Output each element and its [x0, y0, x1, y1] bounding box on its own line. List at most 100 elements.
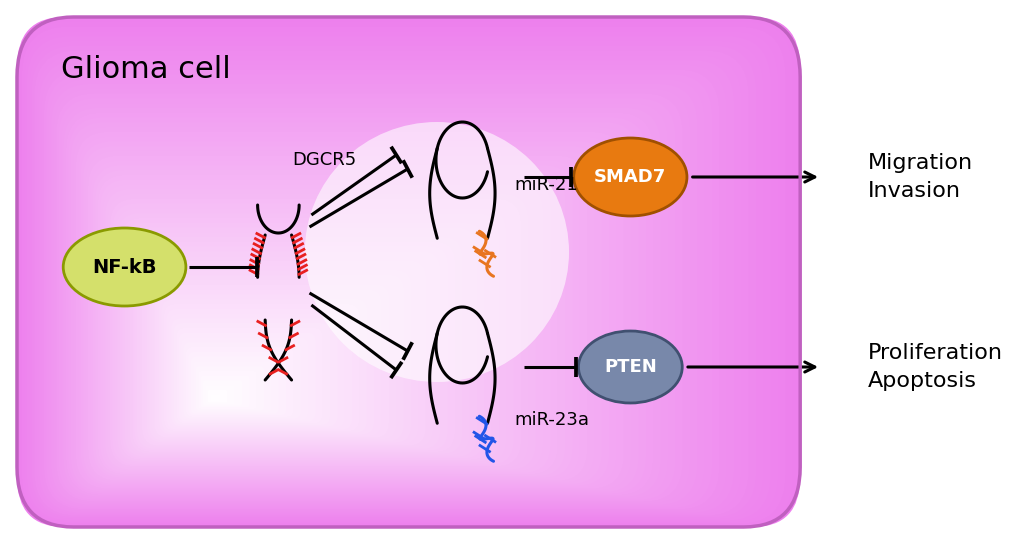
FancyBboxPatch shape: [39, 60, 734, 513]
FancyBboxPatch shape: [105, 189, 535, 470]
FancyBboxPatch shape: [191, 356, 278, 414]
FancyBboxPatch shape: [159, 294, 374, 434]
Ellipse shape: [93, 66, 725, 478]
FancyBboxPatch shape: [154, 284, 388, 438]
FancyBboxPatch shape: [149, 275, 404, 441]
FancyBboxPatch shape: [189, 352, 286, 415]
FancyBboxPatch shape: [75, 132, 624, 489]
Ellipse shape: [167, 114, 650, 429]
Ellipse shape: [255, 172, 561, 372]
FancyBboxPatch shape: [78, 137, 616, 487]
Ellipse shape: [371, 248, 445, 296]
Ellipse shape: [394, 263, 422, 281]
Ellipse shape: [115, 81, 701, 463]
Ellipse shape: [185, 126, 631, 417]
Ellipse shape: [338, 227, 478, 317]
Ellipse shape: [260, 175, 556, 369]
Ellipse shape: [144, 99, 673, 445]
Ellipse shape: [55, 42, 761, 502]
Ellipse shape: [236, 160, 580, 384]
Ellipse shape: [357, 239, 460, 305]
FancyBboxPatch shape: [203, 380, 242, 406]
Ellipse shape: [46, 36, 770, 508]
Ellipse shape: [162, 112, 654, 433]
Ellipse shape: [306, 205, 511, 338]
Text: PTEN: PTEN: [603, 358, 656, 376]
Ellipse shape: [251, 169, 567, 375]
FancyBboxPatch shape: [34, 51, 748, 516]
Ellipse shape: [315, 211, 501, 332]
FancyBboxPatch shape: [171, 318, 337, 427]
FancyBboxPatch shape: [198, 371, 257, 409]
FancyBboxPatch shape: [193, 361, 271, 412]
Text: miR-23a: miR-23a: [514, 411, 589, 429]
Ellipse shape: [334, 223, 483, 320]
FancyBboxPatch shape: [30, 41, 763, 519]
FancyBboxPatch shape: [119, 218, 491, 460]
Ellipse shape: [190, 130, 627, 414]
FancyBboxPatch shape: [58, 98, 675, 500]
FancyBboxPatch shape: [180, 337, 308, 420]
Ellipse shape: [51, 39, 766, 505]
Ellipse shape: [106, 75, 710, 469]
Ellipse shape: [246, 166, 571, 378]
Text: miR-21: miR-21: [514, 176, 578, 194]
FancyBboxPatch shape: [24, 32, 777, 522]
Ellipse shape: [60, 45, 757, 499]
Ellipse shape: [398, 266, 418, 278]
FancyBboxPatch shape: [112, 203, 514, 465]
Ellipse shape: [135, 93, 683, 451]
FancyBboxPatch shape: [156, 289, 381, 436]
FancyBboxPatch shape: [205, 385, 234, 404]
FancyBboxPatch shape: [42, 65, 727, 511]
Ellipse shape: [347, 233, 469, 311]
FancyBboxPatch shape: [51, 84, 697, 505]
FancyBboxPatch shape: [152, 280, 396, 439]
FancyBboxPatch shape: [210, 395, 220, 401]
Ellipse shape: [157, 108, 659, 435]
Ellipse shape: [380, 254, 436, 290]
FancyBboxPatch shape: [103, 184, 543, 471]
FancyBboxPatch shape: [21, 27, 785, 524]
FancyBboxPatch shape: [168, 313, 344, 428]
Text: Glioma cell: Glioma cell: [61, 55, 231, 84]
Ellipse shape: [69, 51, 747, 493]
Ellipse shape: [320, 215, 496, 330]
FancyBboxPatch shape: [70, 122, 638, 492]
Text: NF-kB: NF-kB: [92, 257, 157, 276]
FancyBboxPatch shape: [63, 108, 660, 496]
Ellipse shape: [63, 228, 185, 306]
Ellipse shape: [41, 33, 775, 511]
FancyBboxPatch shape: [44, 70, 718, 510]
FancyBboxPatch shape: [183, 342, 301, 419]
Ellipse shape: [153, 105, 663, 439]
Ellipse shape: [148, 102, 668, 441]
Ellipse shape: [231, 157, 585, 387]
FancyBboxPatch shape: [37, 55, 741, 514]
FancyBboxPatch shape: [161, 299, 367, 433]
FancyBboxPatch shape: [124, 227, 477, 457]
Ellipse shape: [282, 190, 534, 354]
FancyBboxPatch shape: [73, 127, 631, 491]
Ellipse shape: [305, 122, 569, 382]
Ellipse shape: [264, 178, 552, 366]
Ellipse shape: [385, 257, 431, 287]
Ellipse shape: [88, 63, 729, 481]
Ellipse shape: [78, 57, 738, 487]
Ellipse shape: [120, 84, 696, 460]
Ellipse shape: [297, 199, 520, 344]
FancyBboxPatch shape: [137, 251, 440, 449]
Text: Migration
Invasion: Migration Invasion: [867, 153, 972, 201]
FancyBboxPatch shape: [26, 36, 770, 520]
Ellipse shape: [222, 151, 594, 393]
FancyBboxPatch shape: [88, 156, 587, 481]
FancyBboxPatch shape: [147, 270, 411, 443]
Ellipse shape: [343, 229, 473, 314]
FancyBboxPatch shape: [201, 376, 250, 408]
Ellipse shape: [73, 54, 743, 490]
Ellipse shape: [218, 148, 599, 396]
FancyBboxPatch shape: [93, 165, 572, 477]
Ellipse shape: [573, 138, 686, 216]
Ellipse shape: [180, 124, 636, 420]
Ellipse shape: [269, 181, 547, 363]
